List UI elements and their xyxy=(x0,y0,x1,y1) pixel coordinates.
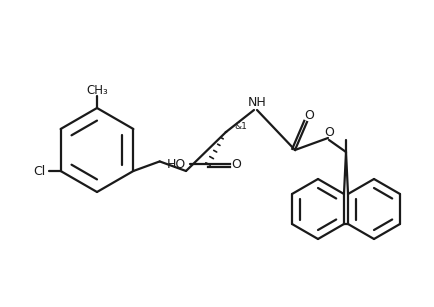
Text: Cl: Cl xyxy=(33,165,46,177)
Text: HO: HO xyxy=(167,157,186,170)
Text: O: O xyxy=(324,126,334,138)
Text: O: O xyxy=(304,108,314,122)
Text: NH: NH xyxy=(248,95,266,108)
Text: O: O xyxy=(231,157,241,170)
Text: &1: &1 xyxy=(234,122,247,130)
Text: CH₃: CH₃ xyxy=(86,84,108,96)
